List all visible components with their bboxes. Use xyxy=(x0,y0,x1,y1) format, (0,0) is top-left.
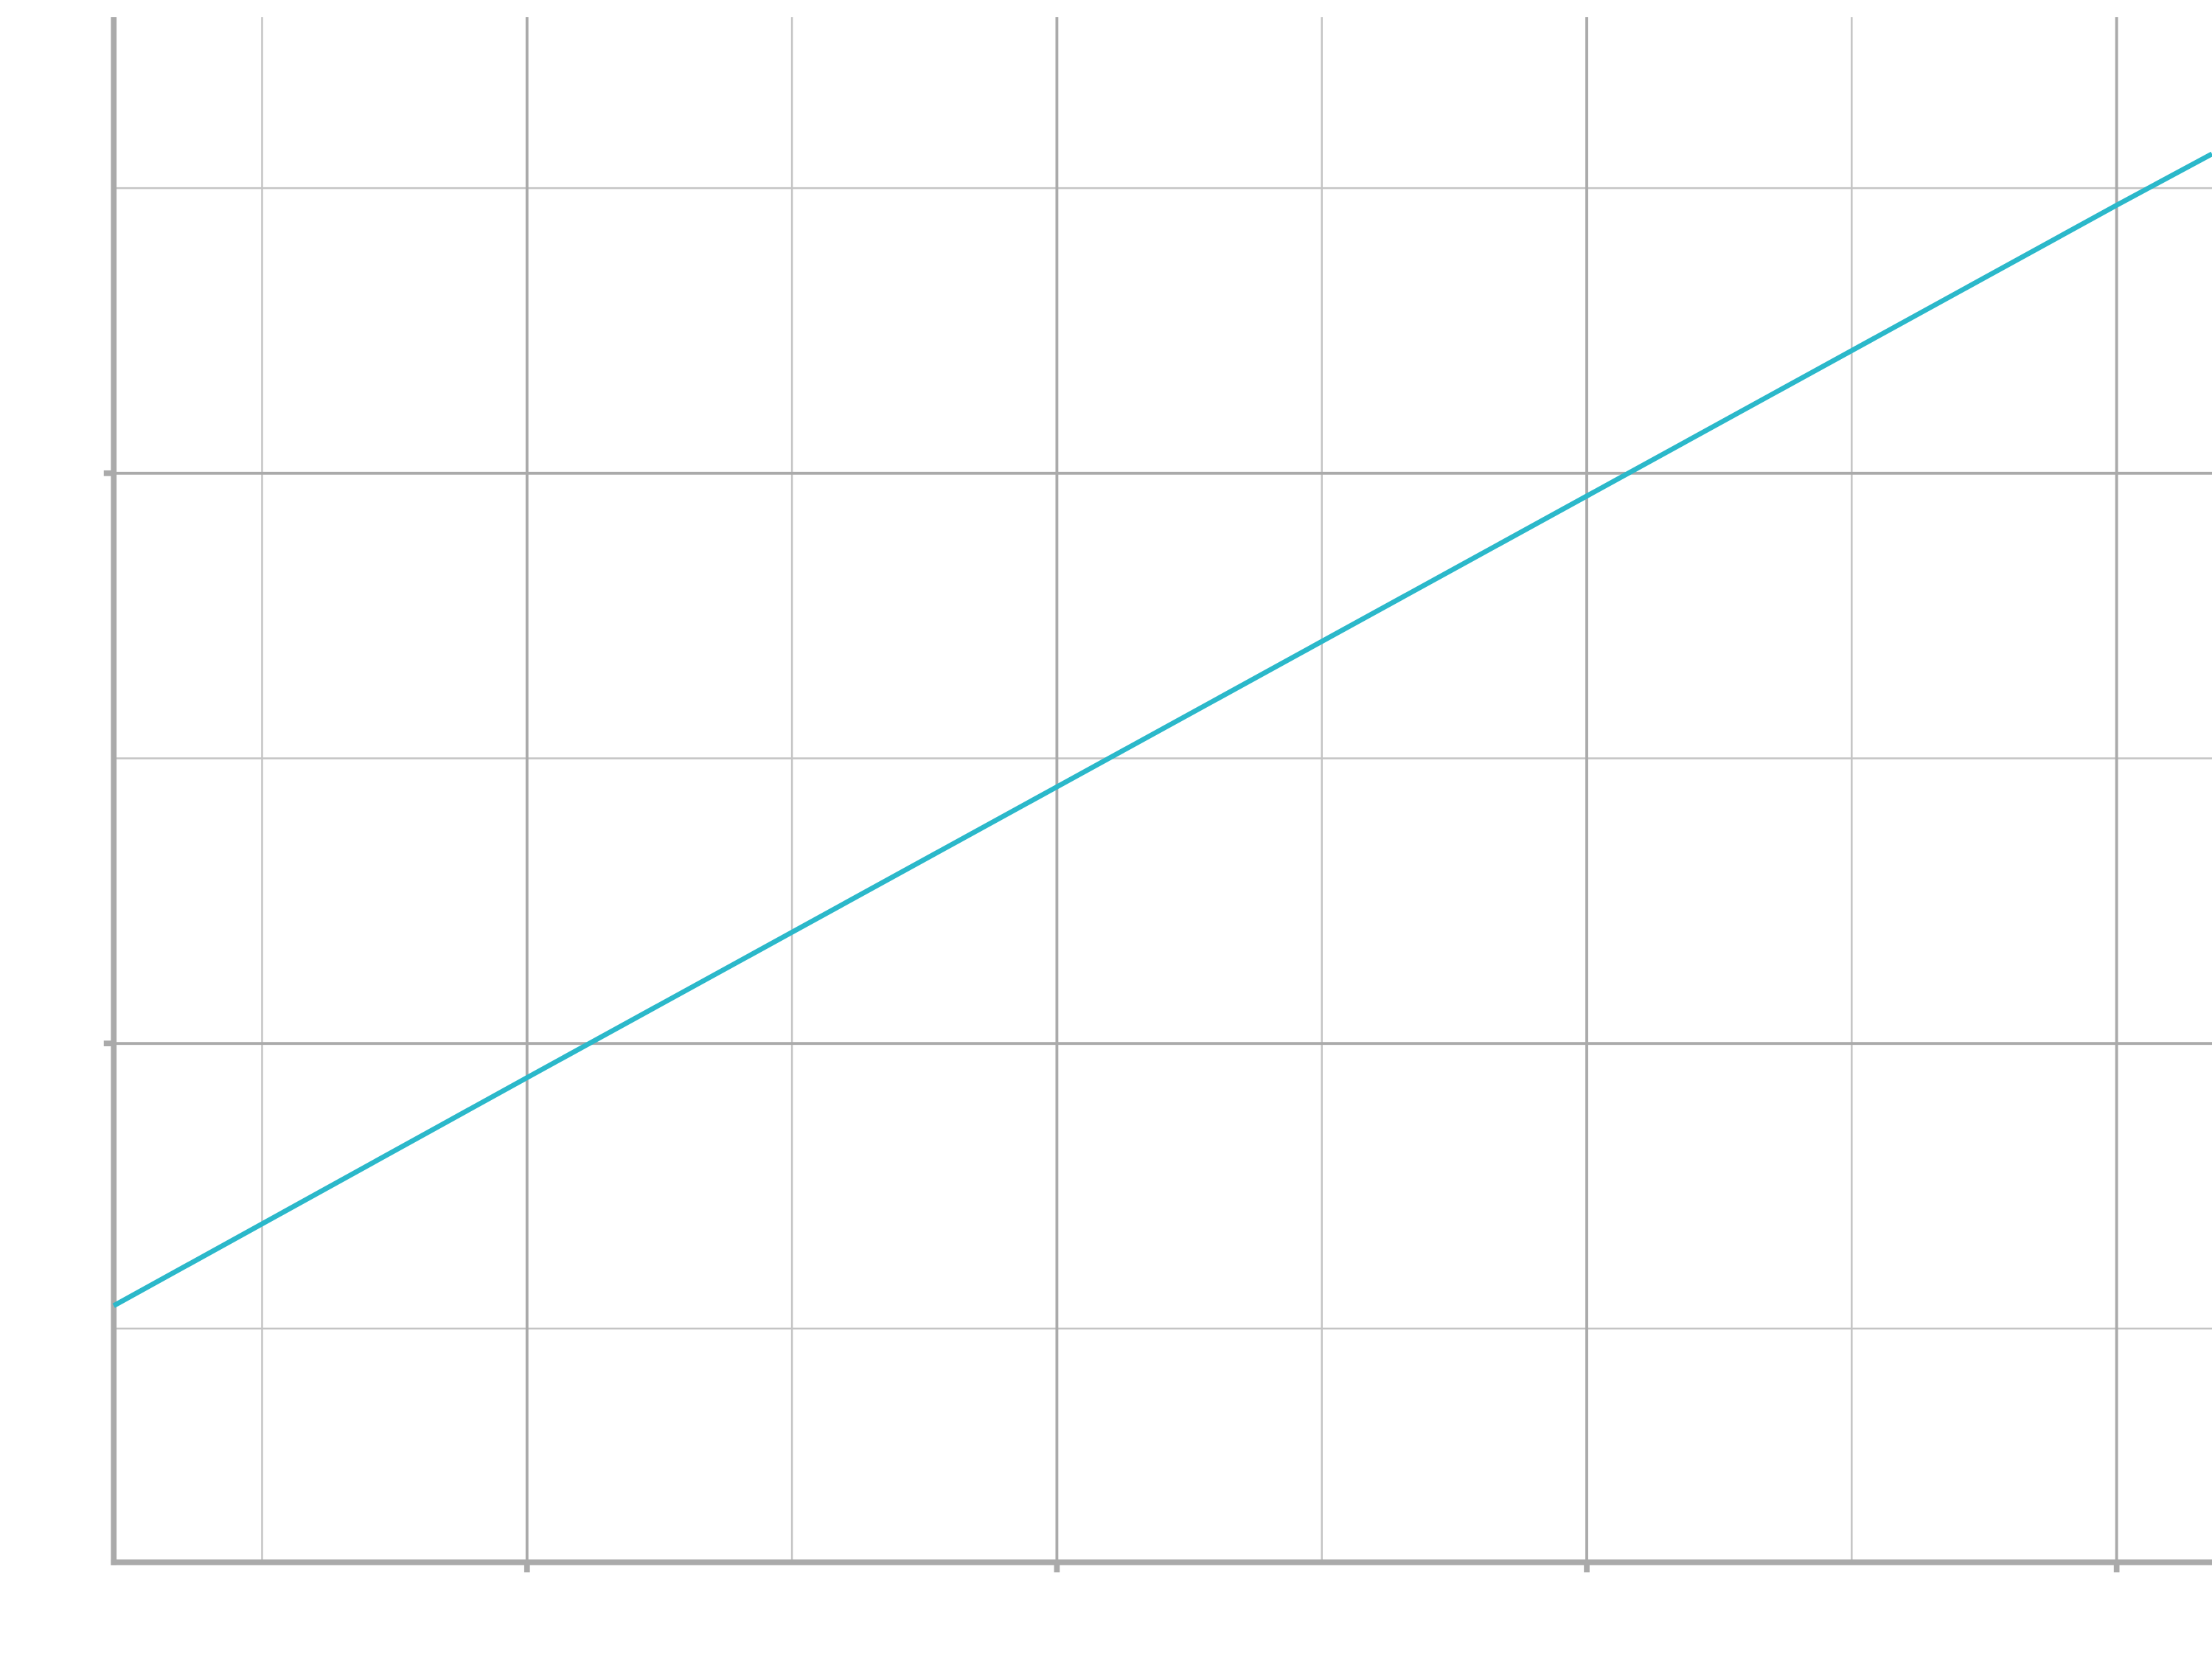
data-line xyxy=(112,151,2212,1308)
